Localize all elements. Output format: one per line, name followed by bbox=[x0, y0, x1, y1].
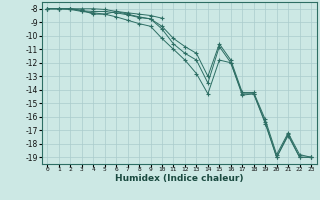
X-axis label: Humidex (Indice chaleur): Humidex (Indice chaleur) bbox=[115, 174, 244, 183]
